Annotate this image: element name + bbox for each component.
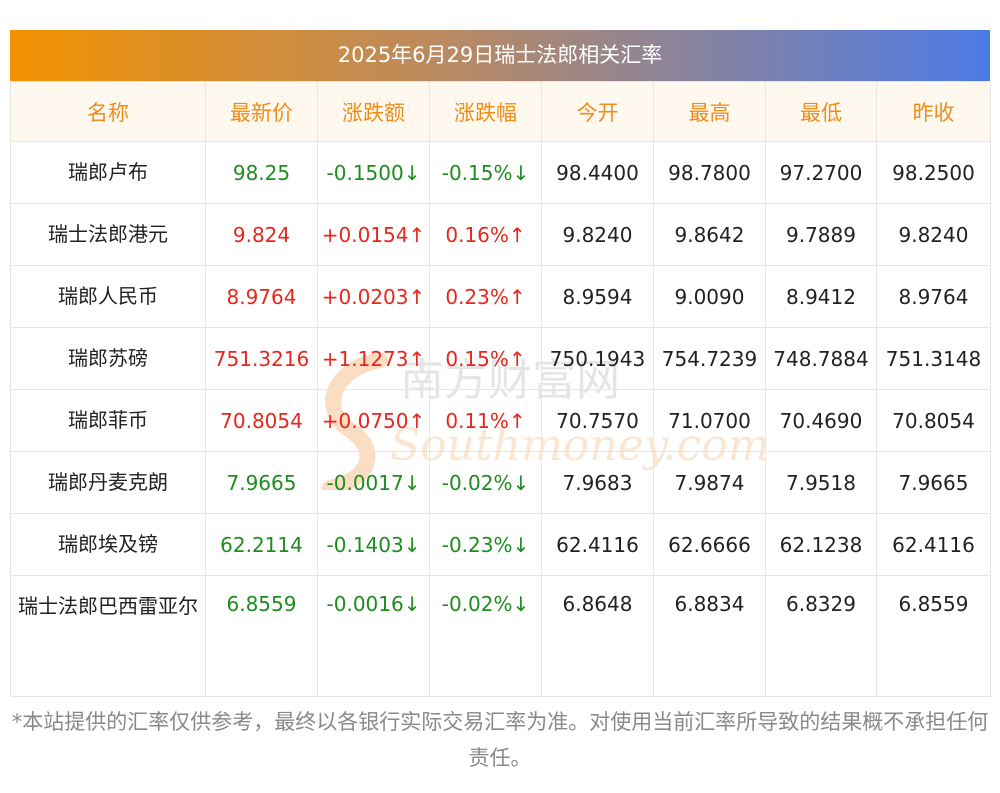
cell-change: -0.0016↓ [317,575,430,697]
cell-high: 71.0700 [653,389,766,452]
cell-change: +0.0154↑ [317,203,430,266]
cell-high: 7.9874 [653,451,766,514]
cell-low: 62.1238 [765,513,877,576]
cell-low: 748.7884 [765,327,877,390]
cell-name: 瑞士法郎港元 [10,203,206,266]
cell-high: 9.8642 [653,203,766,266]
table-row: 瑞郎丹麦克朗 7.9665 -0.0017↓ -0.02%↓ 7.9683 7.9874 7… [10,451,991,514]
col-header-high: 最高 [653,81,766,142]
cell-high: 754.7239 [653,327,766,390]
cell-name: 瑞郎埃及镑 [10,513,206,576]
cell-pct: -0.02%↓ [429,451,542,514]
col-header-pct: 涨跌幅 [429,81,542,142]
cell-low: 8.9412 [765,265,877,328]
cell-latest: 70.8054 [205,389,318,452]
cell-pct: -0.02%↓ [429,575,542,697]
table-row: 瑞郎菲币 70.8054 +0.0750↑ 0.11%↑ 70.7570 71.0700 7… [10,389,991,452]
table-row: 瑞郎埃及镑 62.2114 -0.1403↓ -0.23%↓ 62.4116 62.666… [10,513,991,576]
col-header-name: 名称 [10,81,206,142]
cell-change: -0.0017↓ [317,451,430,514]
cell-latest: 6.8559 [205,575,318,697]
cell-change: +0.0750↑ [317,389,430,452]
cell-prev: 70.8054 [876,389,991,452]
table-row: 瑞郎苏磅 751.3216 +1.1273↑ 0.15%↑ 750.1943 754.72… [10,327,991,390]
col-header-change: 涨跌额 [317,81,430,142]
cell-pct: 0.23%↑ [429,265,542,328]
table-row: 瑞士法郎港元 9.824 +0.0154↑ 0.16%↑ 9.8240 9.8642 9.7… [10,203,991,266]
cell-prev: 6.8559 [876,575,991,697]
cell-open: 70.7570 [541,389,654,452]
cell-low: 9.7889 [765,203,877,266]
col-header-low: 最低 [765,81,877,142]
cell-latest: 62.2114 [205,513,318,576]
rate-panel: 2025年6月29日瑞士法郎相关汇率 名称 最新价 涨跌额 涨跌幅 今开 最高 … [10,30,991,697]
cell-name: 瑞郎卢布 [10,141,206,204]
cell-name: 瑞郎菲币 [10,389,206,452]
cell-pct: 0.15%↑ [429,327,542,390]
cell-prev: 7.9665 [876,451,991,514]
cell-open: 6.8648 [541,575,654,697]
cell-change: +0.0203↑ [317,265,430,328]
cell-pct: 0.16%↑ [429,203,542,266]
cell-high: 62.6666 [653,513,766,576]
col-header-latest: 最新价 [205,81,318,142]
cell-name: 瑞士法郎巴西雷亚尔 [10,575,206,697]
cell-pct: -0.15%↓ [429,141,542,204]
cell-latest: 751.3216 [205,327,318,390]
cell-low: 6.8329 [765,575,877,697]
cell-pct: 0.11%↑ [429,389,542,452]
cell-latest: 9.824 [205,203,318,266]
cell-prev: 62.4116 [876,513,991,576]
table-row: 瑞郎人民币 8.9764 +0.0203↑ 0.23%↑ 8.9594 9.0090 8.9… [10,265,991,328]
cell-prev: 9.8240 [876,203,991,266]
col-header-open: 今开 [541,81,654,142]
cell-change: -0.1403↓ [317,513,430,576]
cell-open: 750.1943 [541,327,654,390]
cell-prev: 8.9764 [876,265,991,328]
cell-open: 98.4400 [541,141,654,204]
col-header-prev: 昨收 [876,81,991,142]
cell-name: 瑞郎苏磅 [10,327,206,390]
cell-latest: 8.9764 [205,265,318,328]
cell-low: 70.4690 [765,389,877,452]
header-row: 名称 最新价 涨跌额 涨跌幅 今开 最高 最低 昨收 [10,81,991,142]
cell-high: 9.0090 [653,265,766,328]
cell-open: 62.4116 [541,513,654,576]
cell-prev: 751.3148 [876,327,991,390]
cell-low: 7.9518 [765,451,877,514]
cell-open: 8.9594 [541,265,654,328]
cell-change: +1.1273↑ [317,327,430,390]
cell-high: 6.8834 [653,575,766,697]
disclaimer-note: *本站提供的汇率仅供参考，最终以各银行实际交易汇率为准。对使用当前汇率所导致的结… [11,710,989,770]
cell-latest: 98.25 [205,141,318,204]
cell-name: 瑞郎人民币 [10,265,206,328]
table-row: 瑞士法郎巴西雷亚尔 6.8559 -0.0016↓ -0.02%↓ 6.8648 6.88… [10,575,991,697]
cell-change: -0.1500↓ [317,141,430,204]
table-row: 瑞郎卢布 98.25 -0.1500↓ -0.15%↓ 98.4400 98.7800 97… [10,141,991,204]
cell-open: 9.8240 [541,203,654,266]
rate-table: 名称 最新价 涨跌额 涨跌幅 今开 最高 最低 昨收 瑞郎卢布 98.25 -0.1… [10,81,991,697]
cell-open: 7.9683 [541,451,654,514]
cell-pct: -0.23%↓ [429,513,542,576]
cell-high: 98.7800 [653,141,766,204]
cell-name: 瑞郎丹麦克朗 [10,451,206,514]
cell-low: 97.2700 [765,141,877,204]
table-title: 2025年6月29日瑞士法郎相关汇率 [10,30,990,81]
cell-latest: 7.9665 [205,451,318,514]
cell-prev: 98.2500 [876,141,991,204]
